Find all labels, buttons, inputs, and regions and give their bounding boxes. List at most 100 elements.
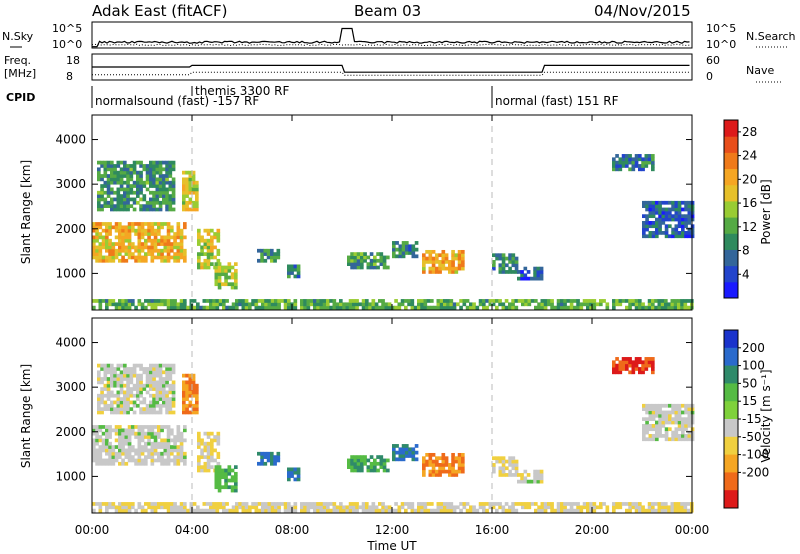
power-cell	[647, 157, 652, 162]
velocity-cell	[185, 380, 189, 385]
power-cell	[217, 282, 222, 287]
power-cell	[119, 194, 124, 198]
power-cell	[132, 160, 137, 165]
power-cell	[144, 238, 148, 243]
power-cell	[395, 241, 399, 245]
power-cell	[145, 167, 150, 172]
velocity-cell	[192, 508, 197, 513]
velocity-cell	[425, 452, 429, 457]
power-cell	[170, 235, 174, 240]
power-cell	[451, 249, 455, 254]
power-cell	[417, 302, 421, 307]
power-cell	[92, 225, 96, 230]
velocity-cell	[160, 451, 164, 456]
power-cell	[103, 164, 108, 168]
power-cell	[118, 302, 122, 307]
velocity-cell	[452, 505, 457, 510]
velocity-cell	[405, 450, 409, 455]
velocity-cell	[149, 380, 153, 385]
power-cell	[155, 194, 160, 198]
velocity-cell	[144, 435, 148, 439]
nsky-label: N.Sky	[2, 30, 34, 43]
velocity-cell	[651, 367, 655, 371]
velocity-cell	[118, 435, 122, 439]
velocity-cell	[224, 485, 228, 490]
velocity-cell	[134, 461, 138, 466]
velocity-cell	[664, 417, 669, 422]
power-cell	[98, 245, 103, 250]
velocity-cell	[400, 502, 405, 506]
velocity-cell	[462, 502, 467, 506]
power-cell	[121, 258, 125, 263]
power-cell	[163, 299, 168, 303]
power-cell	[677, 234, 682, 239]
power-cell	[332, 305, 337, 310]
power-cell	[166, 258, 171, 263]
power-cell	[661, 220, 666, 225]
velocity-cell	[680, 508, 684, 513]
velocity-cell	[191, 407, 196, 411]
velocity-cell	[217, 475, 222, 480]
power-cell	[165, 190, 169, 195]
velocity-cell	[563, 502, 567, 506]
velocity-cell	[92, 455, 96, 459]
velocity-cell	[347, 458, 351, 463]
power-cell	[648, 231, 653, 235]
velocity-cell	[300, 508, 304, 513]
power-cell	[276, 248, 281, 253]
velocity-cell	[210, 465, 214, 470]
velocity-cell	[533, 479, 537, 484]
velocity-cell	[132, 410, 137, 415]
power-cell	[118, 245, 122, 250]
velocity-cell	[235, 505, 239, 510]
velocity-cell	[110, 393, 114, 398]
power-cell	[661, 214, 666, 219]
velocity-cell	[160, 455, 164, 459]
power-cell	[303, 302, 307, 307]
power-cell	[526, 276, 531, 281]
velocity-cell	[631, 367, 636, 371]
velocity-cell	[140, 461, 145, 466]
power-cell	[508, 256, 512, 261]
power-cell	[523, 266, 528, 271]
power-cell	[352, 302, 356, 307]
power-cell	[166, 238, 171, 243]
velocity-cell	[645, 427, 649, 432]
power-cell	[162, 187, 166, 192]
power-cell	[126, 204, 130, 208]
velocity-cell	[454, 456, 459, 461]
velocity-cell	[202, 502, 207, 506]
velocity-cell	[118, 445, 122, 449]
velocity-cell	[179, 435, 184, 439]
power-cell	[126, 197, 130, 202]
velocity-cell	[498, 456, 503, 461]
velocity-cell	[195, 410, 199, 415]
power-cell	[671, 217, 675, 222]
power-cell	[114, 242, 119, 246]
power-cell	[631, 167, 636, 172]
power-cell	[216, 248, 221, 253]
velocity-cell	[254, 508, 259, 513]
velocity-cell	[153, 438, 158, 443]
power-cell	[119, 197, 124, 202]
velocity-cell	[137, 458, 142, 463]
power-cell	[556, 302, 561, 307]
colorbar-tick-label: -200	[742, 465, 769, 479]
power-cell	[378, 305, 382, 310]
velocity-cell	[681, 410, 685, 415]
velocity-cell	[191, 393, 196, 398]
velocity-cell	[105, 458, 109, 463]
power-cell	[658, 214, 662, 219]
power-cell	[514, 263, 519, 268]
velocity-cell	[196, 508, 200, 513]
velocity-cell	[188, 403, 193, 408]
velocity-cell	[140, 435, 145, 439]
power-cell	[92, 255, 96, 260]
velocity-cell	[517, 502, 522, 506]
velocity-cell	[217, 488, 222, 493]
velocity-cell	[449, 502, 454, 506]
velocity-cell	[158, 367, 163, 371]
power-cell	[124, 258, 129, 263]
velocity-cell	[98, 445, 103, 449]
velocity-cell	[283, 505, 288, 510]
